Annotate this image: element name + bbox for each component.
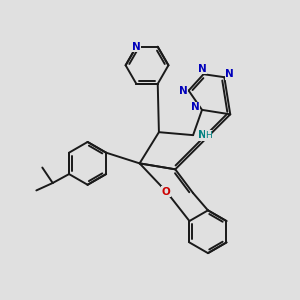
Text: N: N xyxy=(225,69,234,79)
Text: N: N xyxy=(179,85,188,96)
Text: N: N xyxy=(198,64,206,74)
Text: N: N xyxy=(132,42,141,52)
Text: H: H xyxy=(205,130,212,140)
Text: N: N xyxy=(191,103,200,112)
Text: O: O xyxy=(162,187,171,196)
Text: N: N xyxy=(198,130,206,140)
